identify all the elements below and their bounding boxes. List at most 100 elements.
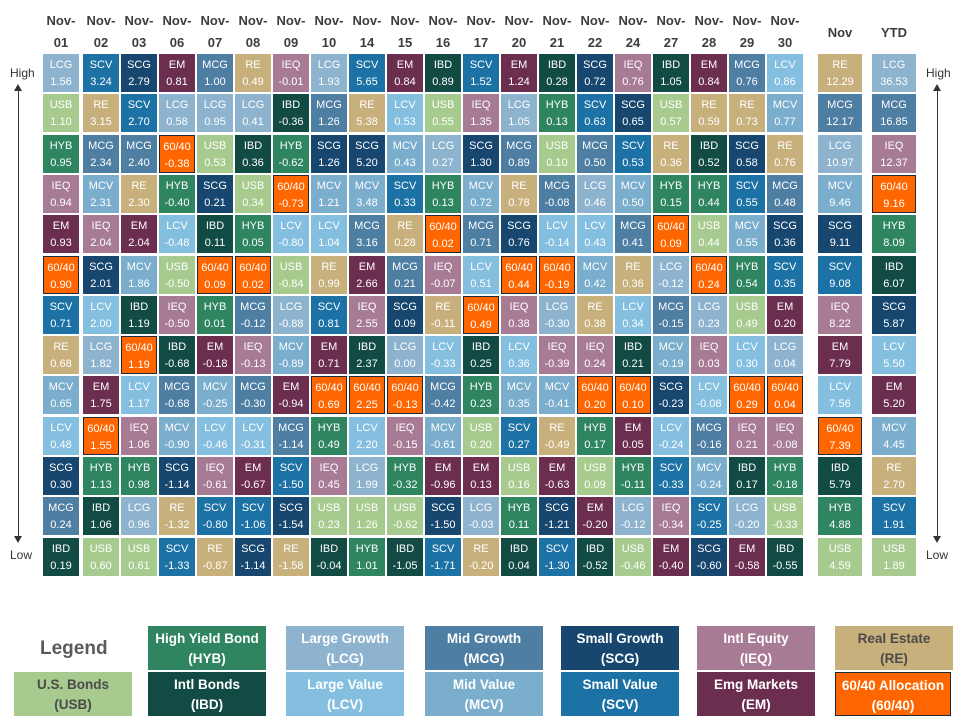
cell-asset-code: 60/40: [353, 382, 381, 395]
quilt-cell: MCV 3.48: [349, 174, 385, 213]
legend-item-name: Mid Growth: [446, 631, 522, 646]
cell-asset-code: MCV: [827, 179, 853, 192]
cell-asset-code: 60/40: [315, 382, 343, 395]
quilt-cell: MCG -0.30: [235, 376, 271, 415]
cell-return-value: 1.30: [470, 156, 492, 169]
quilt-cell: MCV 0.77: [767, 94, 803, 133]
cell-asset-code: MCV: [88, 179, 114, 192]
cell-return-value: 0.27: [432, 156, 454, 169]
cell-asset-code: EM: [52, 220, 70, 233]
quilt-cell: SCV -1.50: [273, 457, 309, 495]
cell-asset-code: MCG: [354, 220, 380, 233]
cell-asset-code: LCG: [203, 99, 227, 112]
quilt-cell: IEQ 8.22: [818, 295, 862, 334]
column-header: YTD: [868, 22, 920, 44]
cell-return-value: -0.67: [240, 479, 266, 491]
quilt-cell: LCG -0.12: [615, 497, 651, 536]
cell-asset-code: SCG: [355, 139, 379, 152]
cell-return-value: 0.41: [622, 237, 644, 250]
cell-asset-code: MCG: [240, 381, 266, 394]
cell-asset-code: LCG: [659, 260, 683, 273]
cell-asset-code: IBD: [243, 139, 263, 152]
column-header: Nov- 20: [497, 10, 541, 54]
cell-asset-code: SCG: [49, 462, 73, 474]
quilt-cell: MCG 0.50: [577, 134, 613, 173]
cell-asset-code: USB: [545, 139, 569, 152]
quilt-cell: 60/40 0.09: [653, 215, 689, 254]
cell-asset-code: HYB: [49, 139, 73, 152]
cell-return-value: 0.36: [622, 277, 644, 290]
quilt-cell: IBD -0.36: [273, 94, 309, 133]
cell-return-value: 0.20: [584, 399, 606, 412]
cell-return-value: 0.20: [470, 438, 492, 451]
cell-asset-code: LCG: [279, 300, 303, 313]
quilt-cell: MCV -0.19: [653, 336, 689, 375]
cell-asset-code: 60/40: [880, 180, 908, 193]
cell-return-value: 0.10: [546, 156, 568, 169]
cell-asset-code: IBD: [205, 220, 225, 233]
cell-asset-code: LCG: [393, 341, 417, 354]
cell-return-value: 1.26: [318, 156, 340, 169]
cell-asset-code: LCG: [697, 300, 721, 313]
cell-return-value: 0.05: [622, 438, 644, 451]
cell-return-value: 1.89: [883, 559, 905, 572]
column-header-line2: 01: [53, 35, 69, 50]
cell-asset-code: EM: [586, 502, 604, 515]
cell-return-value: 0.17: [736, 479, 758, 491]
column-header: Nov- 01: [39, 10, 83, 54]
cell-asset-code: SCG: [773, 220, 797, 233]
quilt-cell: 60/40 0.44: [501, 255, 537, 294]
cell-asset-code: SCV: [431, 542, 455, 555]
cell-return-value: 1.05: [660, 76, 682, 88]
cell-asset-code: LCV: [470, 260, 492, 273]
quilt-cell: SCV 1.91: [872, 497, 916, 536]
quilt-cell: 60/40 0.49: [463, 295, 499, 334]
cell-return-value: -0.18: [202, 358, 228, 371]
quilt-cell: EM 2.66: [349, 255, 385, 294]
quilt-cell: HYB 0.49: [311, 416, 347, 455]
cell-asset-code: EM: [396, 59, 414, 71]
column-header: Nov- 03: [117, 10, 161, 54]
cell-return-value: 0.84: [698, 76, 720, 88]
cell-asset-code: MCG: [202, 59, 228, 71]
cell-asset-code: USB: [127, 542, 151, 555]
quilt-cell: LCG 0.41: [235, 94, 271, 133]
cell-asset-code: LCG: [317, 59, 341, 71]
cell-return-value: 0.55: [736, 237, 758, 250]
cell-asset-code: SCG: [317, 139, 341, 152]
quilt-cell: LCG 0.04: [767, 336, 803, 375]
cell-return-value: 0.03: [698, 358, 720, 371]
legend-item-name: Real Estate: [857, 631, 931, 646]
cell-asset-code: 60/40: [771, 382, 799, 395]
cell-asset-code: LCV: [280, 220, 302, 233]
cell-return-value: 0.65: [622, 116, 644, 129]
cell-return-value: 0.24: [50, 519, 72, 532]
quilt-cell: EM 1.75: [83, 376, 119, 415]
cell-asset-code: HYB: [393, 462, 417, 474]
cell-asset-code: SCV: [545, 542, 569, 555]
column-header-line1: Nov-: [162, 13, 192, 28]
legend-item-name: Emg Markets: [713, 677, 799, 692]
cell-return-value: 12.29: [826, 76, 854, 88]
cell-asset-code: RE: [739, 99, 755, 112]
quilt-cell: LCV 0.30: [729, 336, 765, 375]
cell-return-value: -0.08: [772, 438, 798, 451]
legend-item: Mid Value (MCV): [425, 672, 543, 716]
cell-return-value: 1.10: [50, 116, 72, 129]
quilt-cell: LCV 2.20: [349, 416, 385, 455]
quilt-cell: IBD 1.06: [83, 497, 119, 536]
cell-return-value: 0.49: [318, 438, 340, 451]
cell-asset-code: HYB: [127, 462, 151, 474]
cell-asset-code: SCV: [165, 542, 189, 555]
quilt-cell: MCV 0.42: [577, 255, 613, 294]
cell-return-value: 0.09: [584, 479, 606, 491]
cell-asset-code: HYB: [828, 502, 852, 515]
cell-return-value: 0.73: [736, 116, 758, 129]
column-header-line2: 27: [663, 35, 679, 50]
cell-asset-code: SCG: [621, 99, 645, 112]
cell-asset-code: RE: [131, 179, 147, 192]
cell-asset-code: LCV: [318, 220, 340, 233]
quilt-cell: MCG 2.34: [83, 134, 119, 173]
cell-return-value: -0.19: [544, 278, 570, 291]
quilt-cell: LCG 0.46: [577, 174, 613, 213]
